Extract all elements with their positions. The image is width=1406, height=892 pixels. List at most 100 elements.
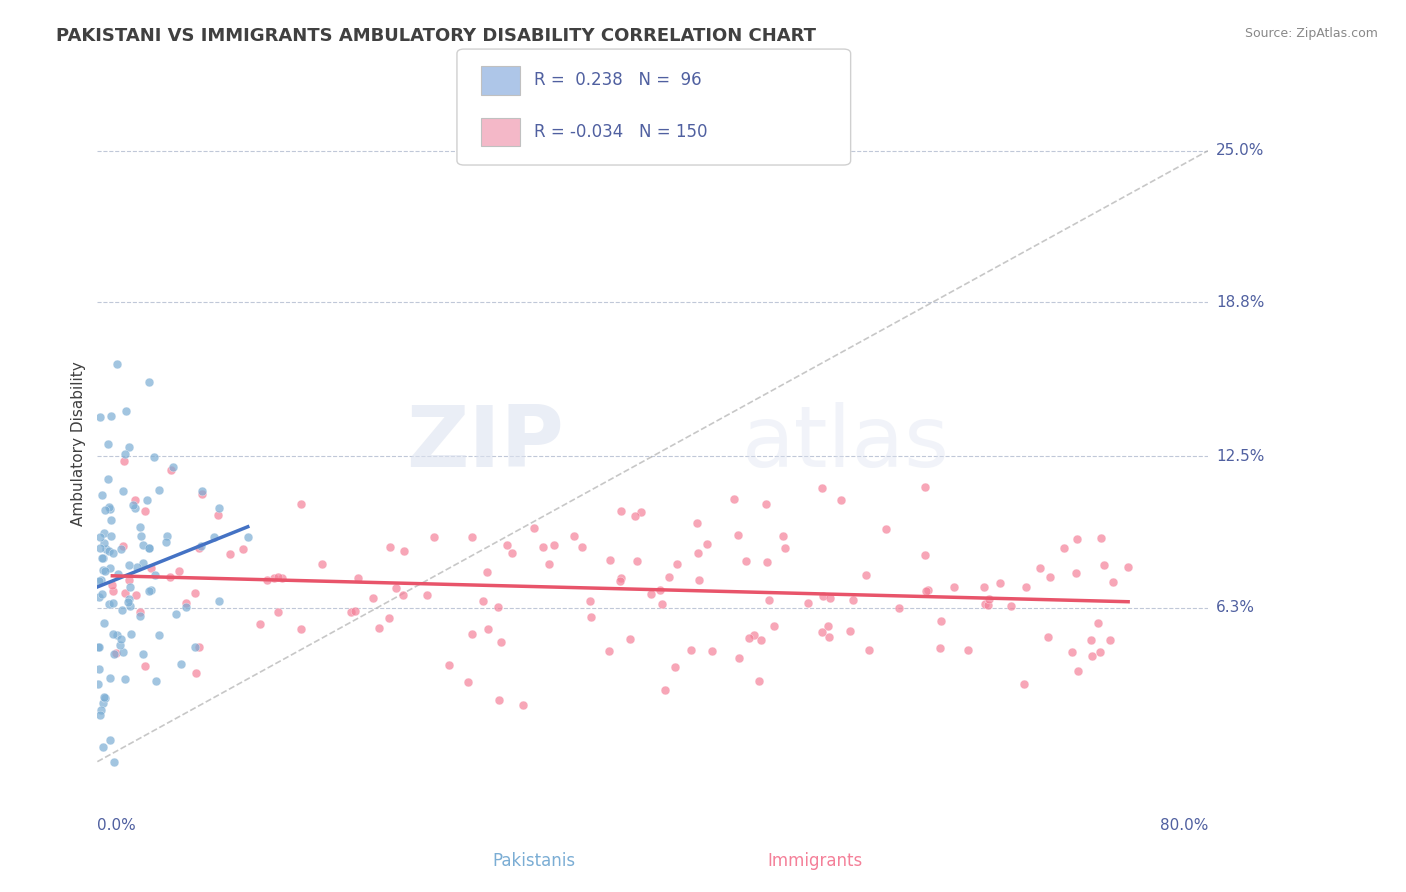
Point: [132, 556, 155, 570]
Text: 0.0%: 0.0%: [97, 818, 136, 833]
Point: [97, 472, 120, 486]
Point: [93, 690, 115, 704]
Point: [696, 537, 718, 551]
Point: [702, 643, 724, 657]
Point: [207, 508, 229, 523]
Point: [1116, 559, 1139, 574]
Point: [97, 500, 120, 514]
Point: [236, 530, 259, 544]
Point: [477, 622, 499, 636]
Point: [461, 627, 484, 641]
Text: 80.0%: 80.0%: [1160, 818, 1208, 833]
Point: [134, 504, 156, 518]
Point: [1092, 558, 1115, 572]
Point: [97, 437, 120, 451]
Point: [87, 574, 110, 589]
Point: [772, 528, 794, 542]
Point: [1088, 645, 1111, 659]
Point: [249, 617, 271, 632]
Point: [344, 604, 367, 618]
Point: [439, 657, 461, 672]
Point: [1060, 644, 1083, 658]
Point: [650, 582, 672, 597]
Text: 18.8%: 18.8%: [1216, 294, 1264, 310]
Point: [169, 657, 191, 672]
Point: [727, 528, 749, 542]
Point: [110, 632, 132, 646]
Text: 6.3%: 6.3%: [1216, 600, 1256, 615]
Point: [165, 607, 187, 621]
Point: [914, 480, 936, 494]
Point: [488, 693, 510, 707]
Point: [115, 404, 138, 418]
Point: [148, 483, 170, 497]
Point: [270, 571, 292, 585]
Point: [477, 565, 499, 579]
Point: [90, 550, 112, 565]
Point: [174, 599, 197, 614]
Point: [103, 647, 125, 661]
Point: [609, 574, 631, 588]
Point: [531, 541, 554, 555]
Point: [579, 610, 602, 624]
Point: [93, 535, 115, 549]
Point: [138, 583, 160, 598]
Point: [105, 628, 128, 642]
Point: [87, 640, 110, 655]
Point: [134, 658, 156, 673]
Point: [128, 605, 150, 619]
Point: [973, 581, 995, 595]
Point: [103, 583, 125, 598]
Point: [98, 733, 121, 747]
Point: [159, 463, 181, 477]
Point: [914, 548, 936, 562]
Point: [91, 551, 114, 566]
Point: [756, 555, 779, 569]
Point: [460, 530, 482, 544]
Point: [120, 627, 142, 641]
Point: [111, 603, 134, 617]
Point: [98, 561, 121, 575]
Point: [267, 605, 290, 619]
Point: [368, 621, 391, 635]
Text: Source: ZipAtlas.com: Source: ZipAtlas.com: [1244, 27, 1378, 40]
Point: [87, 640, 110, 654]
Point: [495, 538, 517, 552]
Point: [392, 589, 415, 603]
Point: [131, 538, 153, 552]
Point: [1000, 599, 1022, 614]
Point: [340, 606, 363, 620]
Point: [263, 571, 285, 585]
Point: [686, 546, 709, 560]
Point: [855, 568, 877, 582]
Point: [685, 516, 707, 530]
Point: [571, 540, 593, 554]
Point: [1039, 570, 1062, 584]
Point: [988, 576, 1011, 591]
Point: [817, 618, 839, 632]
Point: [817, 630, 839, 644]
Point: [174, 596, 197, 610]
Point: [378, 611, 401, 625]
Point: [129, 519, 152, 533]
Point: [89, 590, 111, 604]
Point: [501, 545, 523, 559]
Point: [118, 574, 141, 588]
Point: [142, 450, 165, 465]
Point: [384, 582, 406, 596]
Point: [610, 504, 633, 518]
Point: [797, 596, 820, 610]
Point: [654, 682, 676, 697]
Point: [101, 578, 124, 592]
Point: [202, 530, 225, 544]
Point: [183, 640, 205, 654]
Point: [688, 573, 710, 587]
Point: [512, 698, 534, 713]
Point: [457, 674, 479, 689]
Point: [624, 509, 647, 524]
Point: [112, 454, 135, 468]
Point: [651, 597, 673, 611]
Point: [91, 563, 114, 577]
Point: [1090, 531, 1112, 545]
Point: [90, 703, 112, 717]
